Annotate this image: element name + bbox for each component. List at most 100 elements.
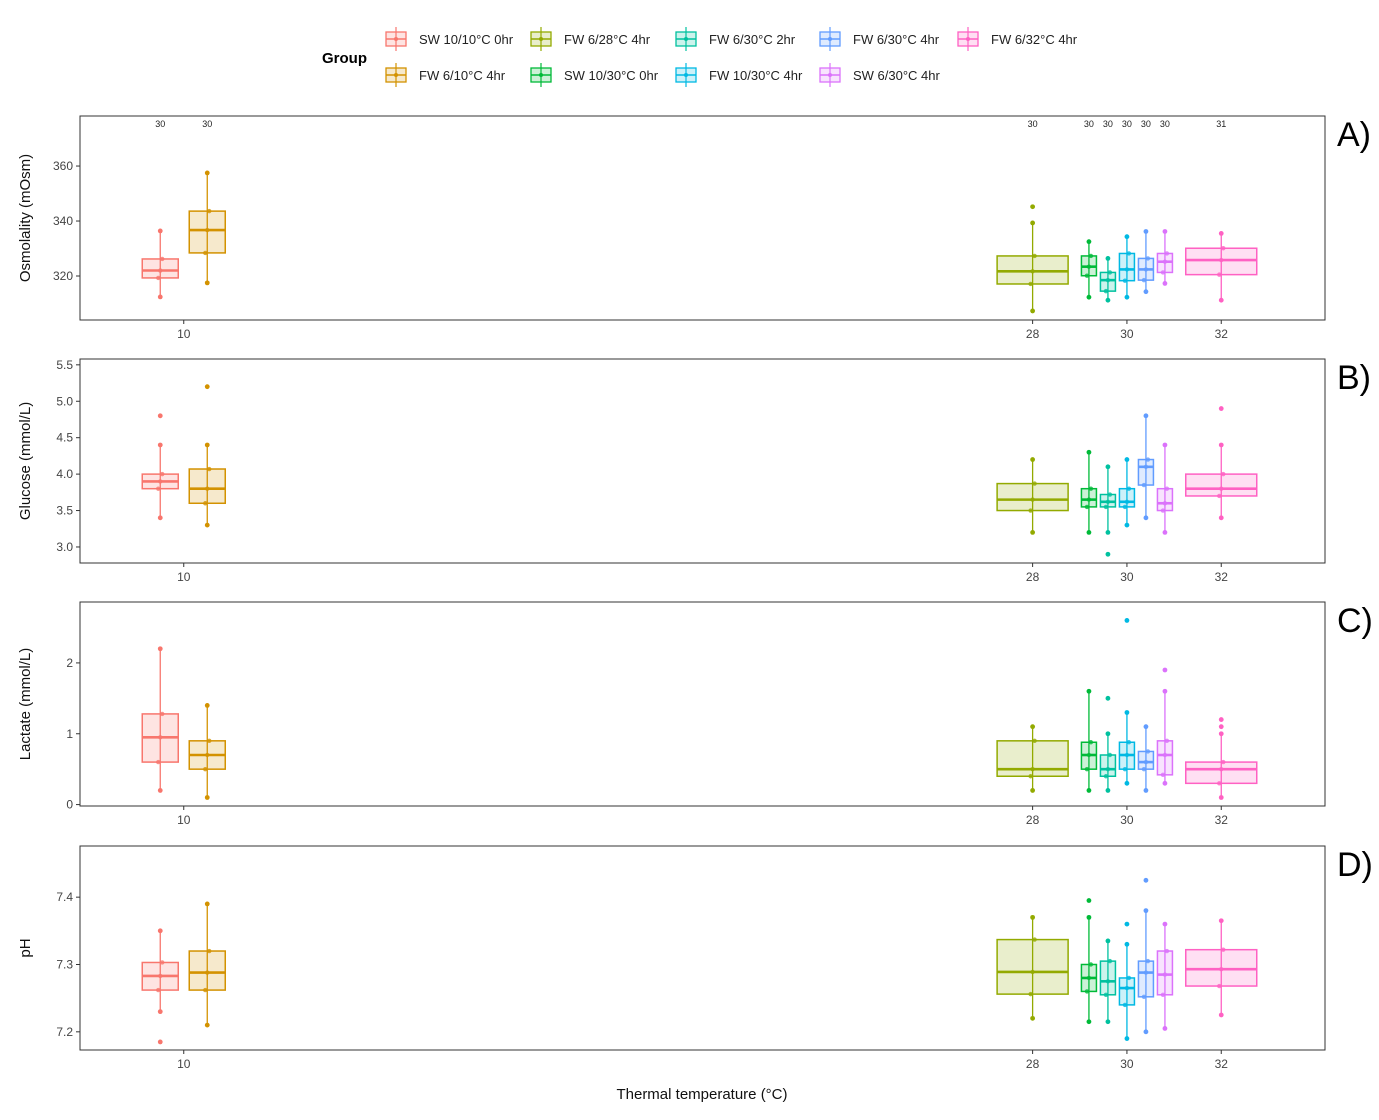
data-point: [157, 442, 163, 448]
legend-label: FW 6/10°C 4hr: [419, 68, 506, 83]
data-point: [1028, 508, 1033, 513]
data-point: [1217, 781, 1222, 786]
data-point: [207, 466, 212, 472]
legend-label: FW 10/30°C 4hr: [709, 68, 803, 83]
data-point: [207, 738, 212, 744]
data-point: [1143, 464, 1149, 470]
data-point: [1164, 251, 1170, 256]
data-point: [1030, 530, 1036, 535]
data-point: [1086, 688, 1092, 694]
data-point: [1088, 740, 1094, 745]
data-point: [1028, 774, 1033, 779]
outlier-point: [204, 384, 210, 390]
outlier-point: [1030, 204, 1036, 210]
data-point: [1217, 493, 1222, 499]
data-point: [1143, 788, 1149, 793]
data-point: [1218, 442, 1224, 448]
data-point: [158, 973, 163, 979]
panel-border: [79, 358, 1326, 564]
y-tick-label: 3.0: [56, 540, 73, 554]
data-point: [205, 970, 210, 975]
data-point: [1124, 780, 1130, 786]
data-point: [1103, 774, 1109, 779]
data-point: [1221, 471, 1226, 477]
data-point: [1086, 497, 1092, 502]
data-point: [1218, 230, 1224, 236]
data-point: [1219, 967, 1224, 972]
x-tick-label: 10: [177, 813, 191, 827]
x-tick-label: 28: [1026, 813, 1040, 827]
outlier-point: [1086, 898, 1092, 903]
box: [1118, 252, 1136, 282]
data-point: [1030, 457, 1036, 462]
y-tick-label: 0: [66, 798, 73, 812]
x-axis-title: Thermal temperature (°C): [616, 1086, 787, 1103]
legend-item: SW 10/30°C 0hr: [530, 63, 659, 87]
data-point: [157, 646, 163, 652]
data-point: [1124, 294, 1130, 300]
data-point: [1105, 766, 1111, 772]
data-point: [1030, 788, 1036, 793]
data-point: [1160, 992, 1166, 997]
data-point: [1145, 958, 1151, 964]
data-point: [1030, 969, 1035, 975]
box-7: 30: [1156, 119, 1174, 286]
data-point: [207, 208, 212, 214]
outlier-point: [1218, 724, 1224, 730]
panel-label: D): [1337, 846, 1373, 884]
box-5: [1118, 457, 1136, 528]
data-point: [1103, 288, 1109, 294]
box: [1185, 761, 1258, 785]
data-point: [1164, 948, 1170, 954]
data-point: [1124, 522, 1130, 528]
box: [1156, 487, 1174, 512]
x-tick-label: 30: [1120, 1057, 1134, 1071]
box-2: [996, 457, 1069, 535]
legend-key-point: [394, 73, 398, 77]
data-point: [1107, 270, 1113, 275]
outlier-point: [157, 413, 163, 419]
box-1: [188, 901, 226, 1028]
data-point: [156, 486, 161, 491]
data-point: [1105, 788, 1111, 793]
box-5: 30: [1118, 119, 1136, 300]
data-point: [1219, 257, 1224, 263]
data-point: [205, 486, 210, 491]
data-point: [204, 170, 210, 176]
data-point: [1145, 457, 1151, 462]
legend-label: FW 6/30°C 4hr: [853, 32, 940, 47]
data-point: [1143, 970, 1149, 975]
box-3: [1080, 688, 1098, 793]
y-tick-label: 320: [53, 269, 73, 283]
sample-size-label: 30: [1084, 119, 1094, 129]
box-7: [1156, 667, 1174, 786]
data-point: [1088, 962, 1094, 967]
data-point: [158, 735, 163, 740]
box: [1099, 754, 1117, 777]
legend-key-point: [539, 37, 543, 41]
data-point: [1143, 289, 1149, 295]
legend-title: Group: [322, 50, 367, 67]
y-tick-label: 2: [66, 656, 73, 670]
data-point: [157, 928, 163, 934]
outlier-point: [1124, 921, 1130, 927]
data-point: [156, 275, 161, 281]
sample-size-label: 30: [1141, 119, 1151, 129]
data-point: [204, 795, 210, 800]
data-point: [1122, 766, 1128, 772]
box-2: [996, 914, 1069, 1021]
box-3: [1080, 449, 1098, 535]
data-point: [203, 766, 208, 772]
data-point: [1030, 914, 1036, 920]
data-point: [1143, 908, 1149, 914]
box-3: [1080, 898, 1098, 1025]
data-point: [1122, 1002, 1128, 1008]
data-point: [156, 759, 161, 765]
outlier-point: [1162, 667, 1168, 673]
outlier-point: [157, 1039, 163, 1045]
box-2: 30: [996, 119, 1069, 314]
panel-border: [79, 115, 1326, 321]
legend-item: SW 6/30°C 4hr: [819, 63, 941, 87]
panel-c: C) Lactate (mmol/L) 0 1 2 10 28 30 32: [17, 601, 1373, 827]
